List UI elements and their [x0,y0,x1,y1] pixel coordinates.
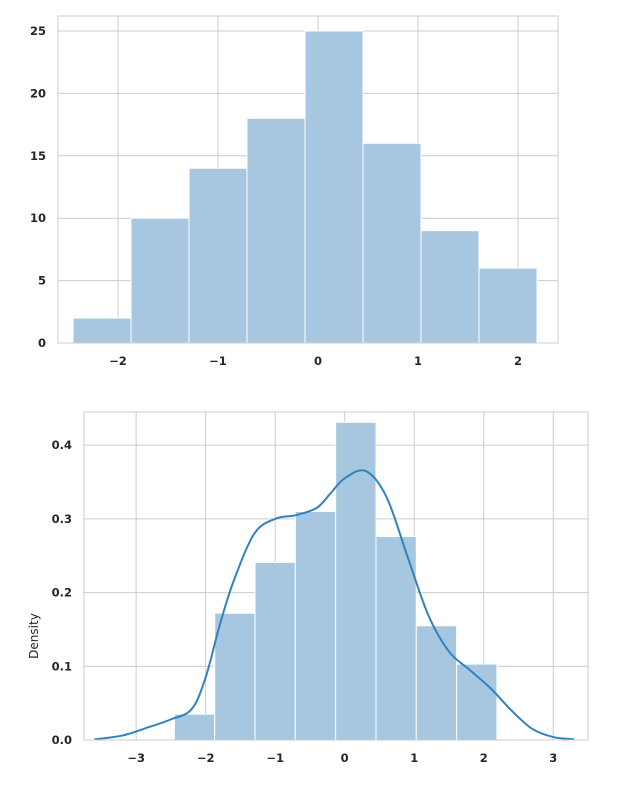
x-tick-label: −3 [127,751,145,765]
histogram-bar [130,217,190,344]
x-tick-label: 0 [314,354,322,368]
histogram-bar [415,625,458,741]
density-histogram-chart: −3 −2 −1 0 1 2 3 0.0 0.1 0.2 0.3 0.4 Density [27,411,589,765]
y-tick-label: 20 [30,86,46,100]
plot-frame [57,15,559,344]
histogram-bar [254,561,296,741]
y-tick-label: 25 [30,24,46,38]
histogram-bar [214,612,256,741]
histogram-bar [478,267,538,344]
y-axis-label: Density [27,613,41,659]
histogram-bar [72,317,132,344]
histogram-bar [294,511,337,741]
histogram-bar [173,713,216,741]
y-tick-label: 0.3 [52,512,72,526]
y-tick-label: 0 [38,336,46,350]
bars [72,30,538,344]
histogram-bar [188,167,248,344]
bars [173,421,498,741]
histogram-bar [246,117,306,344]
y-tick-label: 0.4 [52,438,72,452]
x-tick-label: 2 [514,354,522,368]
kde-line [94,469,575,741]
x-tick-label: 1 [414,354,422,368]
y-tick-label: 10 [30,211,46,225]
y-tick-label: 0.1 [52,659,72,673]
plot-frame [83,411,589,741]
x-tick-label: 1 [410,751,418,765]
x-tick-label: −1 [266,751,284,765]
histogram-bar [420,230,480,344]
histogram-bar [304,30,364,344]
histogram-bar [335,421,377,741]
x-tick-label: 0 [341,751,349,765]
histogram-bar [362,142,422,344]
y-tick-label: 0.0 [52,733,72,747]
histogram-bar [375,536,417,741]
x-tick-label: −1 [209,354,227,368]
y-tick-label: 15 [30,149,46,163]
x-tick-label: −2 [109,354,127,368]
y-tick-label: 0.2 [52,586,72,600]
x-tick-label: −2 [197,751,215,765]
x-tick-label: 2 [480,751,488,765]
y-tick-label: 5 [38,274,46,288]
x-tick-label: 3 [549,751,557,765]
